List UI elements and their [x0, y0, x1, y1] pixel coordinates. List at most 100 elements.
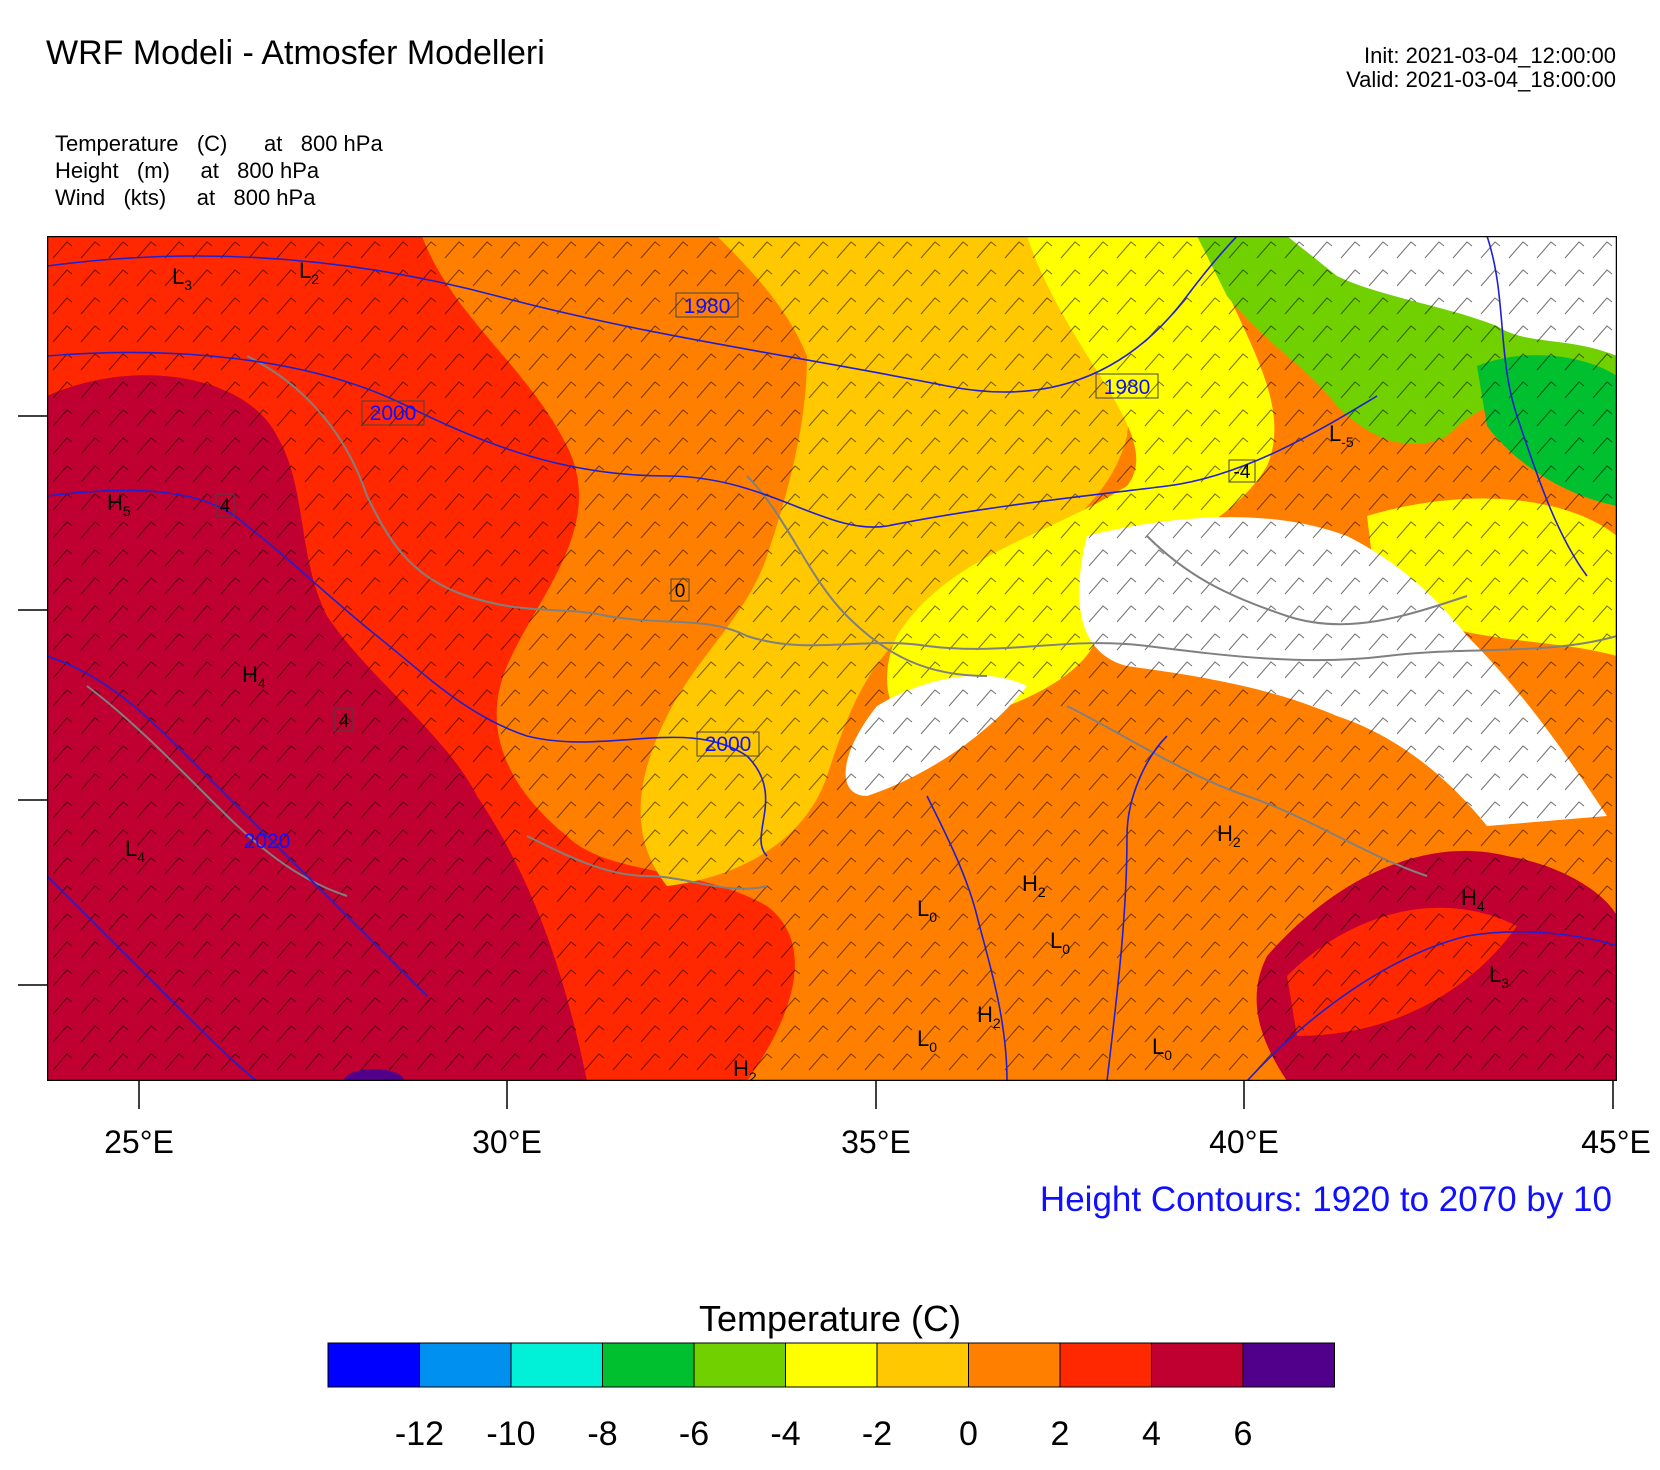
center-letter: H [242, 662, 258, 687]
center-letter: H [1461, 885, 1477, 910]
svg-text:H2: H2 [977, 1002, 1001, 1031]
center-value: 2 [1233, 834, 1241, 850]
lon-label-25: 25°E [104, 1124, 174, 1160]
center-value: -5 [1341, 434, 1354, 450]
svg-text:H2: H2 [733, 1056, 757, 1081]
temperature-map: 1980 1980 2000 2000 2020 4 4 0 -4 L3 L2 … [47, 236, 1617, 1081]
svg-text:L-5: L-5 [1329, 421, 1354, 450]
svg-text:H2: H2 [1022, 871, 1046, 900]
colorbar-swatch [1151, 1342, 1244, 1388]
init-time: Init: 2021-03-04_12:00:00 [1364, 43, 1616, 68]
center-value: 2 [993, 1015, 1001, 1031]
field-temperature: Temperature (C) at 800 hPa [55, 131, 383, 156]
temperature-label: -4 [1234, 462, 1251, 483]
chart-title: WRF Modeli - Atmosfer Modelleri [46, 34, 545, 72]
svg-text:L4: L4 [125, 836, 145, 865]
field-height: Height (m) at 800 hPa [55, 158, 320, 183]
center-letter: L [172, 264, 184, 289]
center-value: 3 [1501, 975, 1509, 991]
lon-ticks [138, 1081, 1614, 1109]
svg-text:L0: L0 [1152, 1034, 1172, 1063]
colorbar-swatch [419, 1342, 512, 1388]
center-value: 0 [929, 909, 937, 925]
svg-text:L0: L0 [917, 896, 937, 925]
colorbar-label: -4 [770, 1415, 801, 1453]
center-value: 0 [929, 1039, 937, 1055]
colorbar-swatch [876, 1342, 969, 1388]
center-letter: L [1489, 962, 1501, 987]
center-letter: H [1217, 821, 1233, 846]
colorbar-label: -10 [486, 1415, 536, 1453]
svg-text:L0: L0 [917, 1026, 937, 1055]
center-letter: H [107, 490, 123, 515]
colorbar-label: 6 [1233, 1415, 1253, 1453]
lat-ticks [18, 415, 47, 986]
svg-text:L3: L3 [172, 264, 192, 293]
colorbar-label: -8 [587, 1415, 618, 1453]
center-value: 4 [1477, 898, 1485, 914]
colorbar-swatch [693, 1342, 786, 1388]
center-letter: L [1329, 421, 1341, 446]
colorbar-swatch [785, 1342, 878, 1388]
center-value: 2 [749, 1069, 757, 1081]
colorbar-swatch [602, 1342, 695, 1388]
contour-note: Height Contours: 1920 to 2070 by 10 [1039, 1180, 1612, 1219]
field-list: Temperature (C) at 800 hPa Height (m) at… [55, 130, 383, 211]
colorbar-label: -2 [861, 1415, 893, 1453]
svg-text:H2: H2 [1217, 821, 1241, 850]
lon-label-45: 45°E [1581, 1124, 1651, 1160]
colorbar-label: 0 [959, 1415, 978, 1453]
svg-text:H5: H5 [107, 490, 131, 519]
center-value: 2 [311, 271, 319, 287]
valid-time: Valid: 2021-03-04_18:00:00 [1346, 67, 1616, 92]
center-value: 5 [123, 503, 131, 519]
colorbar-label: -12 [394, 1415, 445, 1453]
colorbar-label: -6 [678, 1415, 710, 1453]
center-letter: L [125, 836, 137, 861]
temperature-label-group: 4 4 0 -4 [215, 459, 1256, 732]
lon-label-40: 40°E [1209, 1124, 1279, 1160]
center-value: 4 [258, 675, 266, 691]
map-frame [47, 236, 1617, 1081]
svg-text:L0: L0 [1050, 928, 1070, 957]
colorbar-swatch [1059, 1342, 1152, 1388]
center-letter: H [1022, 871, 1038, 896]
center-letter: H [733, 1056, 749, 1081]
center-value: 0 [1062, 941, 1070, 957]
field-wind: Wind (kts) at 800 hPa [55, 185, 316, 210]
center-letter: H [977, 1002, 993, 1027]
center-letter: L [917, 896, 929, 921]
temperature-fill [47, 236, 1617, 1081]
contour-label: 1980 [684, 295, 731, 318]
center-value: 0 [1164, 1047, 1172, 1063]
temperature-label: 4 [339, 711, 350, 732]
svg-text:H4: H4 [242, 662, 266, 691]
colorbar-title: Temperature (C) [698, 1298, 962, 1339]
coastlines [86, 355, 1617, 897]
svg-text:L2: L2 [299, 258, 319, 287]
contour-label: 2020 [244, 830, 291, 853]
time-info: Init: 2021-03-04_12:00:00 Valid: 2021-03… [1346, 44, 1616, 92]
temperature-label: 0 [675, 581, 686, 602]
colorbar-label: 4 [1142, 1415, 1161, 1453]
colorbar-swatch [1242, 1342, 1335, 1388]
temperature-label: 4 [220, 496, 231, 517]
pressure-centers: L3 L2 H5 H4 L4 L-5 H2 H2 L0 L0 H2 L0 L0 … [107, 258, 1509, 1081]
center-letter: L [1152, 1034, 1164, 1059]
colorbar-swatch [327, 1342, 420, 1388]
lon-label-35: 35°E [841, 1124, 911, 1160]
center-value: 2 [1038, 884, 1046, 900]
contour-label-group: 1980 1980 2000 2000 2020 [244, 292, 1159, 853]
center-letter: L [1050, 928, 1062, 953]
contour-label: 2000 [370, 402, 417, 425]
svg-text:H4: H4 [1461, 885, 1485, 914]
center-letter: L [917, 1026, 929, 1051]
center-value: 4 [137, 849, 145, 865]
center-value: 3 [184, 277, 192, 293]
colorbar [327, 1342, 1335, 1388]
lon-label-30: 30°E [472, 1124, 542, 1160]
colorbar-label: 2 [1050, 1415, 1070, 1453]
svg-text:L3: L3 [1489, 962, 1509, 991]
colorbar-swatch [968, 1342, 1061, 1388]
center-letter: L [299, 258, 311, 283]
